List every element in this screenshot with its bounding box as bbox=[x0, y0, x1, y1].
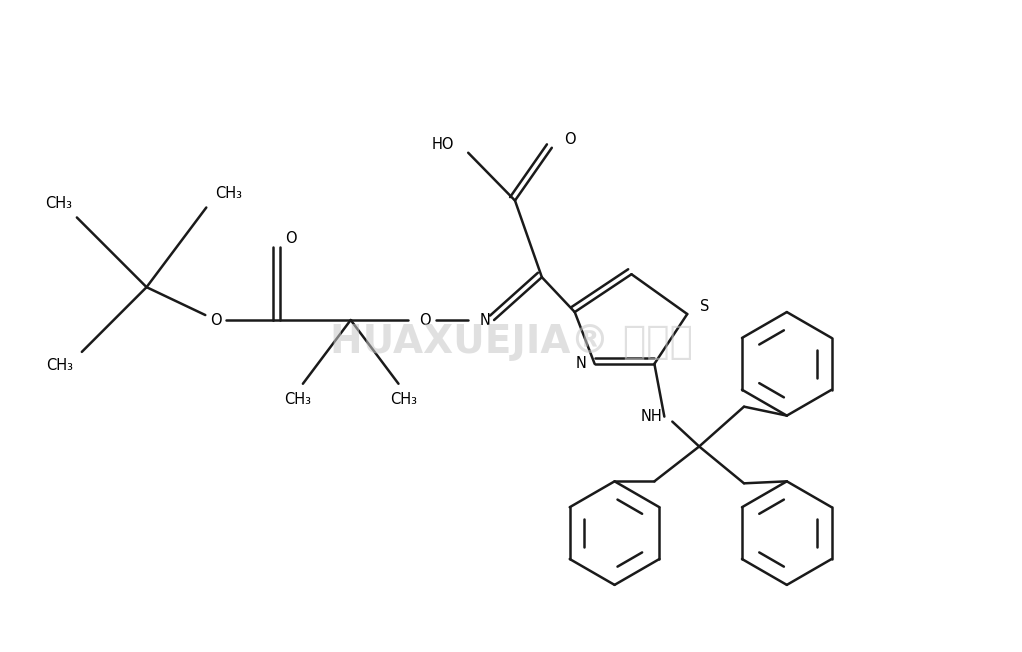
Text: CH₃: CH₃ bbox=[46, 359, 74, 374]
Text: CH₃: CH₃ bbox=[45, 196, 73, 211]
Text: N: N bbox=[479, 312, 491, 327]
Text: O: O bbox=[420, 312, 431, 327]
Text: CH₃: CH₃ bbox=[284, 393, 312, 408]
Text: HUAXUEJIA® 化学加: HUAXUEJIA® 化学加 bbox=[329, 323, 693, 361]
Text: S: S bbox=[700, 299, 710, 314]
Text: NH: NH bbox=[641, 409, 662, 424]
Text: N: N bbox=[575, 357, 587, 372]
Text: CH₃: CH₃ bbox=[390, 393, 417, 408]
Text: O: O bbox=[211, 312, 222, 327]
Text: O: O bbox=[564, 132, 575, 147]
Text: CH₃: CH₃ bbox=[215, 186, 242, 201]
Text: HO: HO bbox=[432, 138, 455, 153]
Text: O: O bbox=[285, 231, 296, 246]
